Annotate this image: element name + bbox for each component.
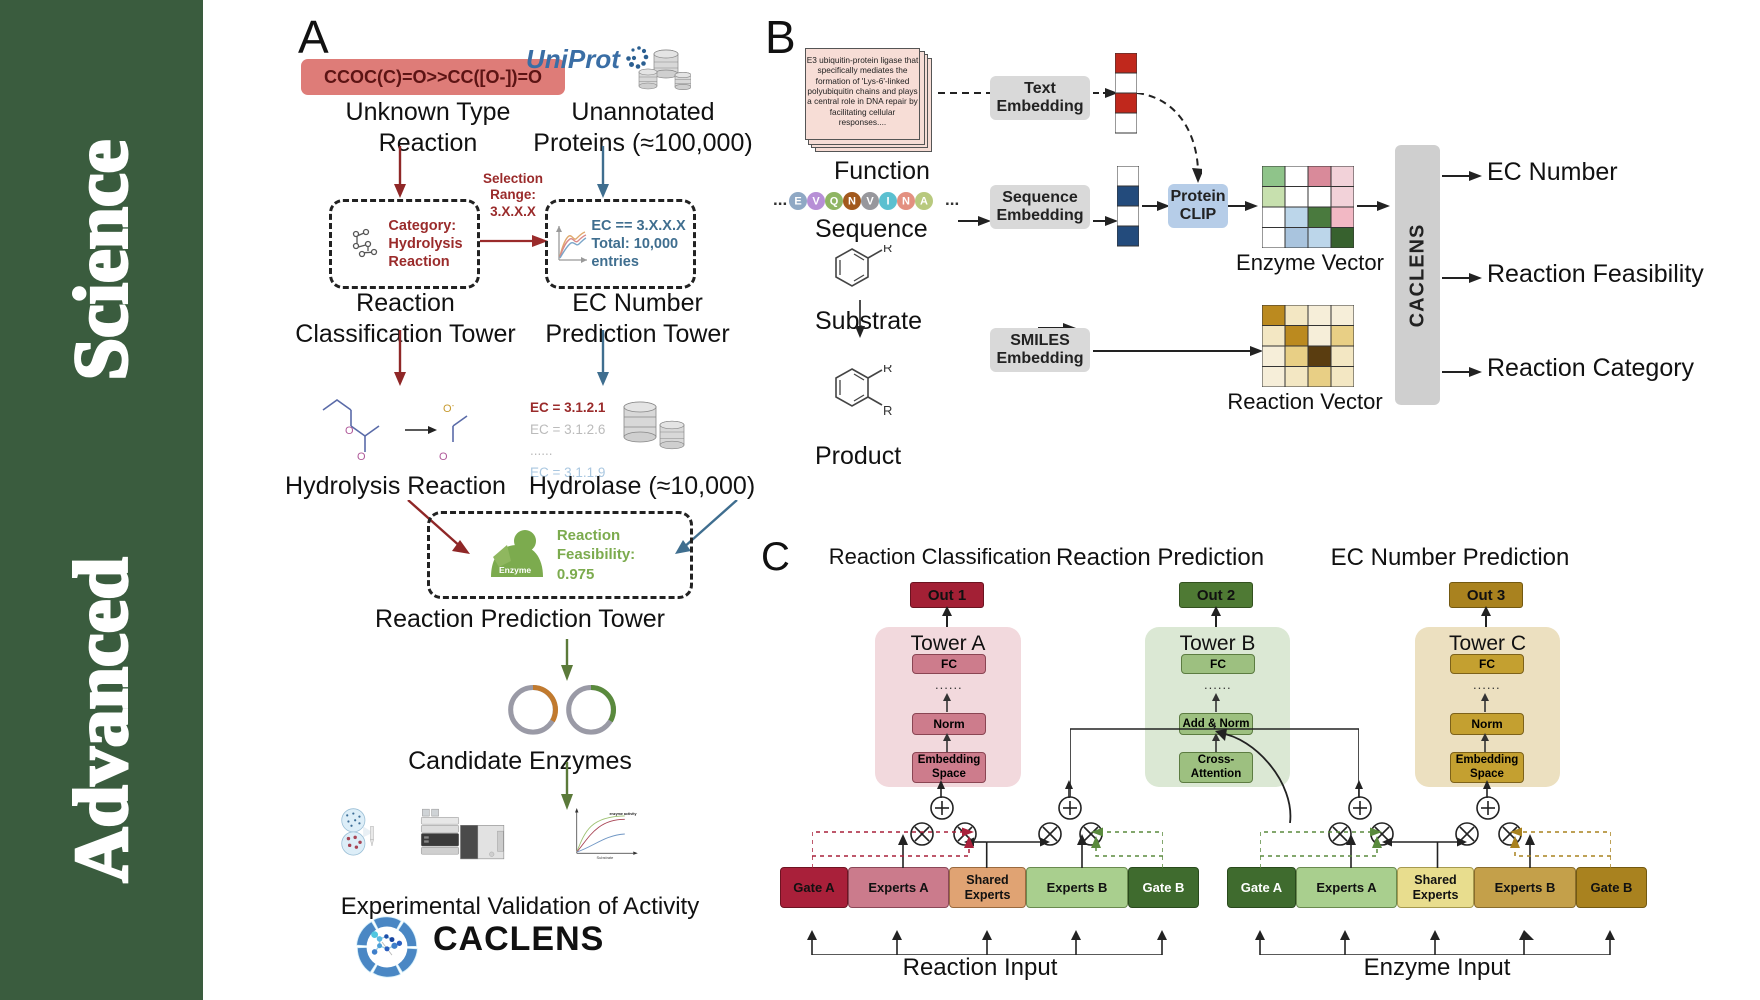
svg-text:UniProt: UniProt <box>526 44 621 74</box>
svg-text:enzyme activity: enzyme activity <box>610 812 638 816</box>
svg-text:V: V <box>812 196 820 208</box>
svg-text:O: O <box>357 451 366 463</box>
svg-text:R: R <box>883 365 892 375</box>
svg-text:E: E <box>794 196 801 208</box>
svg-text:R: R <box>883 245 892 255</box>
svg-text:O: O <box>345 425 354 437</box>
svg-text:N: N <box>902 196 910 208</box>
svg-text:A: A <box>920 196 928 208</box>
svg-text:I: I <box>886 196 889 208</box>
svg-text:O: O <box>439 451 448 463</box>
svg-text:N: N <box>848 196 856 208</box>
svg-text:Enzyme: Enzyme <box>499 565 531 575</box>
svg-text:Substrate: Substrate <box>597 855 615 860</box>
svg-text:O-: O- <box>443 401 455 416</box>
svg-text:Q: Q <box>830 196 839 208</box>
svg-text:R: R <box>883 403 892 418</box>
svg-text:V: V <box>866 196 874 208</box>
